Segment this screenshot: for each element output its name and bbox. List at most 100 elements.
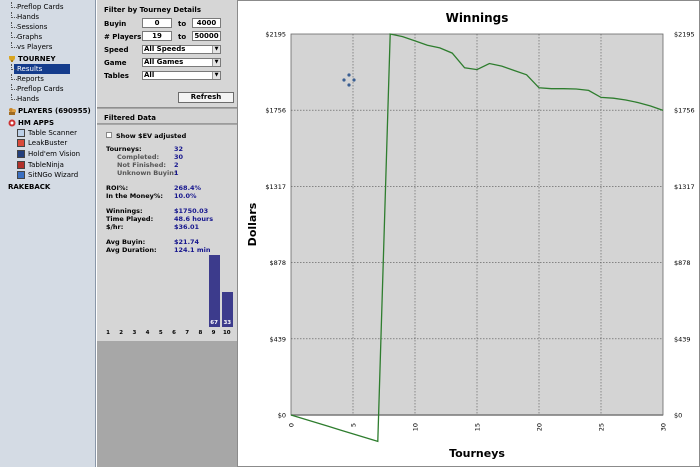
- speed-select-value: All Speeds: [144, 45, 186, 53]
- game-select[interactable]: All Games ▼: [142, 58, 221, 67]
- nav-item-cash-preflop-cards[interactable]: Preflop Cards: [0, 2, 64, 12]
- x-tick-label: 25: [598, 423, 606, 431]
- navigation-sidebar: Preflop Cards Hands Sessions Graphs vs P…: [0, 0, 96, 467]
- avg-buyin-value: $21.74: [174, 238, 200, 246]
- tables-select[interactable]: All ▼: [142, 71, 221, 80]
- players-max-input[interactable]: 50000: [192, 31, 221, 41]
- y-tick-label-right: $439: [674, 335, 691, 343]
- hourly-rate-label: $/hr:: [106, 223, 124, 231]
- refresh-button[interactable]: Refresh: [178, 92, 234, 103]
- nav-item-label: Preflop Cards: [17, 3, 64, 11]
- y-tick-label: $1317: [265, 183, 286, 191]
- finish-place-bar: 67: [208, 255, 220, 327]
- speed-label: Speed: [104, 46, 129, 54]
- players-min-input[interactable]: 19: [142, 31, 172, 41]
- speed-select[interactable]: All Speeds ▼: [142, 45, 221, 54]
- finish-place-tick-label: 8: [198, 330, 203, 336]
- nav-item-sessions[interactable]: Sessions: [0, 22, 47, 32]
- nav-app-leakbuster[interactable]: LeakBuster: [0, 138, 67, 148]
- finish-position-axis: 1 2 3 4 5 6 7 8 9 10: [97, 125, 237, 341]
- move-cursor-dot: [352, 78, 356, 82]
- winnings-value: $1750.03: [174, 207, 209, 215]
- y-tick-label-right: $0: [674, 412, 682, 420]
- nav-item-cash-hands[interactable]: Hands: [0, 12, 39, 22]
- itm-value: 10.0%: [174, 192, 197, 200]
- y-tick-label-right: $1317: [674, 183, 695, 191]
- y-tick-label-right: $1756: [674, 107, 695, 115]
- time-played-value: 48.6 hours: [174, 215, 214, 223]
- finish-place-tick-label: 7: [185, 330, 190, 336]
- chevron-down-icon[interactable]: ▼: [212, 59, 220, 66]
- filtered-data-section: Show $EV adjusted Tourneys: 32 Completed…: [97, 125, 237, 341]
- tables-select-value: All: [144, 71, 155, 79]
- finish-place-bar-label: 33: [223, 320, 232, 326]
- chevron-down-icon[interactable]: ▼: [212, 72, 220, 79]
- filter-panel: Filter by Tourney Details Buyin 0 to 400…: [97, 0, 237, 467]
- show-ev-label: Show $EV adjusted: [116, 132, 187, 140]
- completed-value: 30: [174, 153, 184, 161]
- table-scanner-icon: [17, 129, 25, 137]
- to-label: to: [178, 33, 187, 41]
- nav-section-rakeback[interactable]: RAKEBACK: [0, 182, 50, 192]
- nav-item-label: Preflop Cards: [17, 85, 64, 93]
- nav-item-tourney-hands[interactable]: Hands: [0, 94, 39, 104]
- show-ev-checkbox[interactable]: [106, 132, 112, 138]
- nav-section-players[interactable]: PLAYERS (690955): [0, 106, 91, 116]
- move-cursor-dot: [347, 83, 351, 87]
- nav-item-results[interactable]: Results: [11, 64, 70, 74]
- move-cursor-dot: [347, 73, 351, 77]
- y-tick-label: $439: [269, 335, 286, 343]
- unknown-buyin-label: Unknown Buyin:: [117, 169, 177, 177]
- nav-section-tourney[interactable]: TOURNEY: [0, 54, 56, 64]
- winnings-label: Winnings:: [106, 207, 143, 215]
- finish-place-bar-label: 67: [210, 320, 218, 326]
- x-tick-label: 20: [536, 423, 544, 431]
- finish-place-tick-label: 1: [106, 330, 110, 336]
- nav-app-holdem-vision[interactable]: Hold'em Vision: [0, 149, 80, 159]
- move-cursor-dot: [342, 78, 346, 82]
- not-finished-label: Not Finished:: [117, 161, 166, 169]
- y-axis-label: Dollars: [246, 202, 259, 246]
- players-icon: [9, 108, 16, 115]
- apps-icon: [8, 119, 16, 127]
- leakbuster-icon: [17, 139, 25, 147]
- x-tick-label: 30: [660, 423, 668, 431]
- finish-place-bar: 33: [221, 291, 233, 327]
- nav-app-table-scanner[interactable]: Table Scanner: [0, 128, 77, 138]
- nav-item-label: Graphs: [17, 33, 43, 41]
- sitngo-wizard-icon: [17, 171, 25, 179]
- finish-place-tick-label: 9: [211, 330, 216, 336]
- nav-item-tourney-preflop-cards[interactable]: Preflop Cards: [0, 84, 64, 94]
- y-tick-label-right: $2195: [674, 31, 695, 39]
- finish-place-tick-label: 5: [158, 330, 163, 336]
- nav-item-label: Hands: [17, 13, 40, 21]
- nav-item-label: Results: [17, 65, 43, 73]
- winnings-chart-panel: $0 $0 $439 $439 $878 $878 $1317 $1317 $1756 $1756…: [237, 0, 700, 467]
- filtered-data-title: Filtered Data: [104, 114, 156, 122]
- holdem-vision-icon: [17, 150, 25, 158]
- nav-app-tableninja[interactable]: TableNinja: [0, 160, 64, 170]
- winnings-line: [290, 33, 664, 443]
- roi-value: 268.4%: [174, 184, 202, 192]
- nav-item-vs-players[interactable]: vs Players: [0, 42, 52, 52]
- y-tick-label-right: $878: [674, 259, 691, 267]
- nav-item-label: LeakBuster: [28, 139, 68, 147]
- nav-item-label: Table Scanner: [28, 129, 77, 137]
- buyin-min-input[interactable]: 0: [142, 18, 172, 28]
- buyin-max-input[interactable]: 4000: [192, 18, 221, 28]
- filtered-data-header: Filtered Data: [97, 109, 237, 124]
- nav-item-graphs[interactable]: Graphs: [0, 32, 42, 42]
- nav-section-hm-apps[interactable]: HM APPS: [0, 118, 54, 128]
- chevron-down-icon[interactable]: ▼: [212, 46, 220, 53]
- itm-label: In the Money%:: [106, 192, 164, 200]
- nav-section-label: HM APPS: [18, 119, 54, 127]
- nav-item-label: vs Players: [17, 43, 53, 51]
- chart-title: Winnings: [446, 11, 509, 25]
- nav-app-sitngo-wizard[interactable]: SitNGo Wizard: [0, 170, 78, 180]
- roi-label: ROI%:: [106, 184, 129, 192]
- y-tick-label: $1756: [265, 107, 286, 115]
- move-cursor-icon: [342, 73, 356, 87]
- nav-item-reports[interactable]: Reports: [0, 74, 44, 84]
- filter-title: Filter by Tourney Details: [104, 6, 201, 14]
- finish-place-tick-label: 6: [172, 330, 176, 336]
